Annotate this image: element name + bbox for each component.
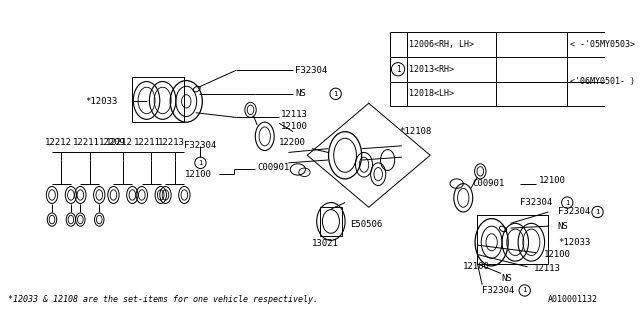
Bar: [132, 77, 184, 122]
Text: *12033: *12033: [558, 238, 590, 247]
Text: A010001132: A010001132: [548, 295, 598, 304]
Text: C00901: C00901: [257, 163, 289, 172]
Text: F32304: F32304: [558, 207, 590, 217]
Text: 1: 1: [333, 91, 338, 97]
Text: 12213: 12213: [158, 139, 185, 148]
Text: 1: 1: [595, 209, 600, 215]
Text: 12018<LH>: 12018<LH>: [410, 89, 454, 98]
Text: < -'05MY0503>: < -'05MY0503>: [570, 40, 635, 49]
Text: <'06MY0501- ): <'06MY0501- ): [570, 77, 635, 86]
Text: 12113: 12113: [281, 110, 308, 119]
Text: 12212: 12212: [44, 139, 71, 148]
Bar: [477, 215, 548, 264]
Text: NS: NS: [558, 222, 568, 231]
Text: 13021: 13021: [312, 239, 339, 248]
Text: *12033: *12033: [85, 97, 117, 106]
Text: NS: NS: [295, 89, 306, 98]
Text: 12211: 12211: [73, 139, 100, 148]
Text: 12209: 12209: [99, 139, 126, 148]
Text: *12108: *12108: [399, 127, 431, 136]
Text: F32304: F32304: [295, 66, 327, 75]
Text: 12100: 12100: [543, 250, 570, 259]
Text: 1: 1: [396, 65, 401, 74]
Text: 12100: 12100: [184, 170, 211, 179]
Text: 1: 1: [523, 287, 527, 293]
Text: *12033 & 12108 are the set-items for one vehicle respectively.: *12033 & 12108 are the set-items for one…: [8, 295, 317, 304]
Text: NS: NS: [501, 274, 512, 283]
Text: 1: 1: [198, 160, 203, 166]
Text: 12100: 12100: [463, 262, 490, 271]
Bar: [319, 207, 342, 236]
Text: E50506: E50506: [350, 220, 382, 229]
Text: F32304: F32304: [520, 198, 552, 207]
Text: 12100: 12100: [539, 176, 566, 185]
Text: F32304: F32304: [482, 286, 515, 295]
Text: 1: 1: [565, 200, 570, 205]
Bar: [390, 32, 406, 106]
Bar: [406, 32, 640, 106]
Text: 12212: 12212: [106, 139, 132, 148]
Text: 12211: 12211: [134, 139, 161, 148]
Text: 12200: 12200: [279, 139, 306, 148]
Text: 12013<RH>: 12013<RH>: [410, 65, 454, 74]
Text: F32304: F32304: [184, 141, 216, 150]
Text: C00901: C00901: [473, 179, 505, 188]
Text: 12113: 12113: [534, 264, 561, 273]
Text: 12100: 12100: [281, 123, 308, 132]
Text: 12006<RH, LH>: 12006<RH, LH>: [410, 40, 474, 49]
